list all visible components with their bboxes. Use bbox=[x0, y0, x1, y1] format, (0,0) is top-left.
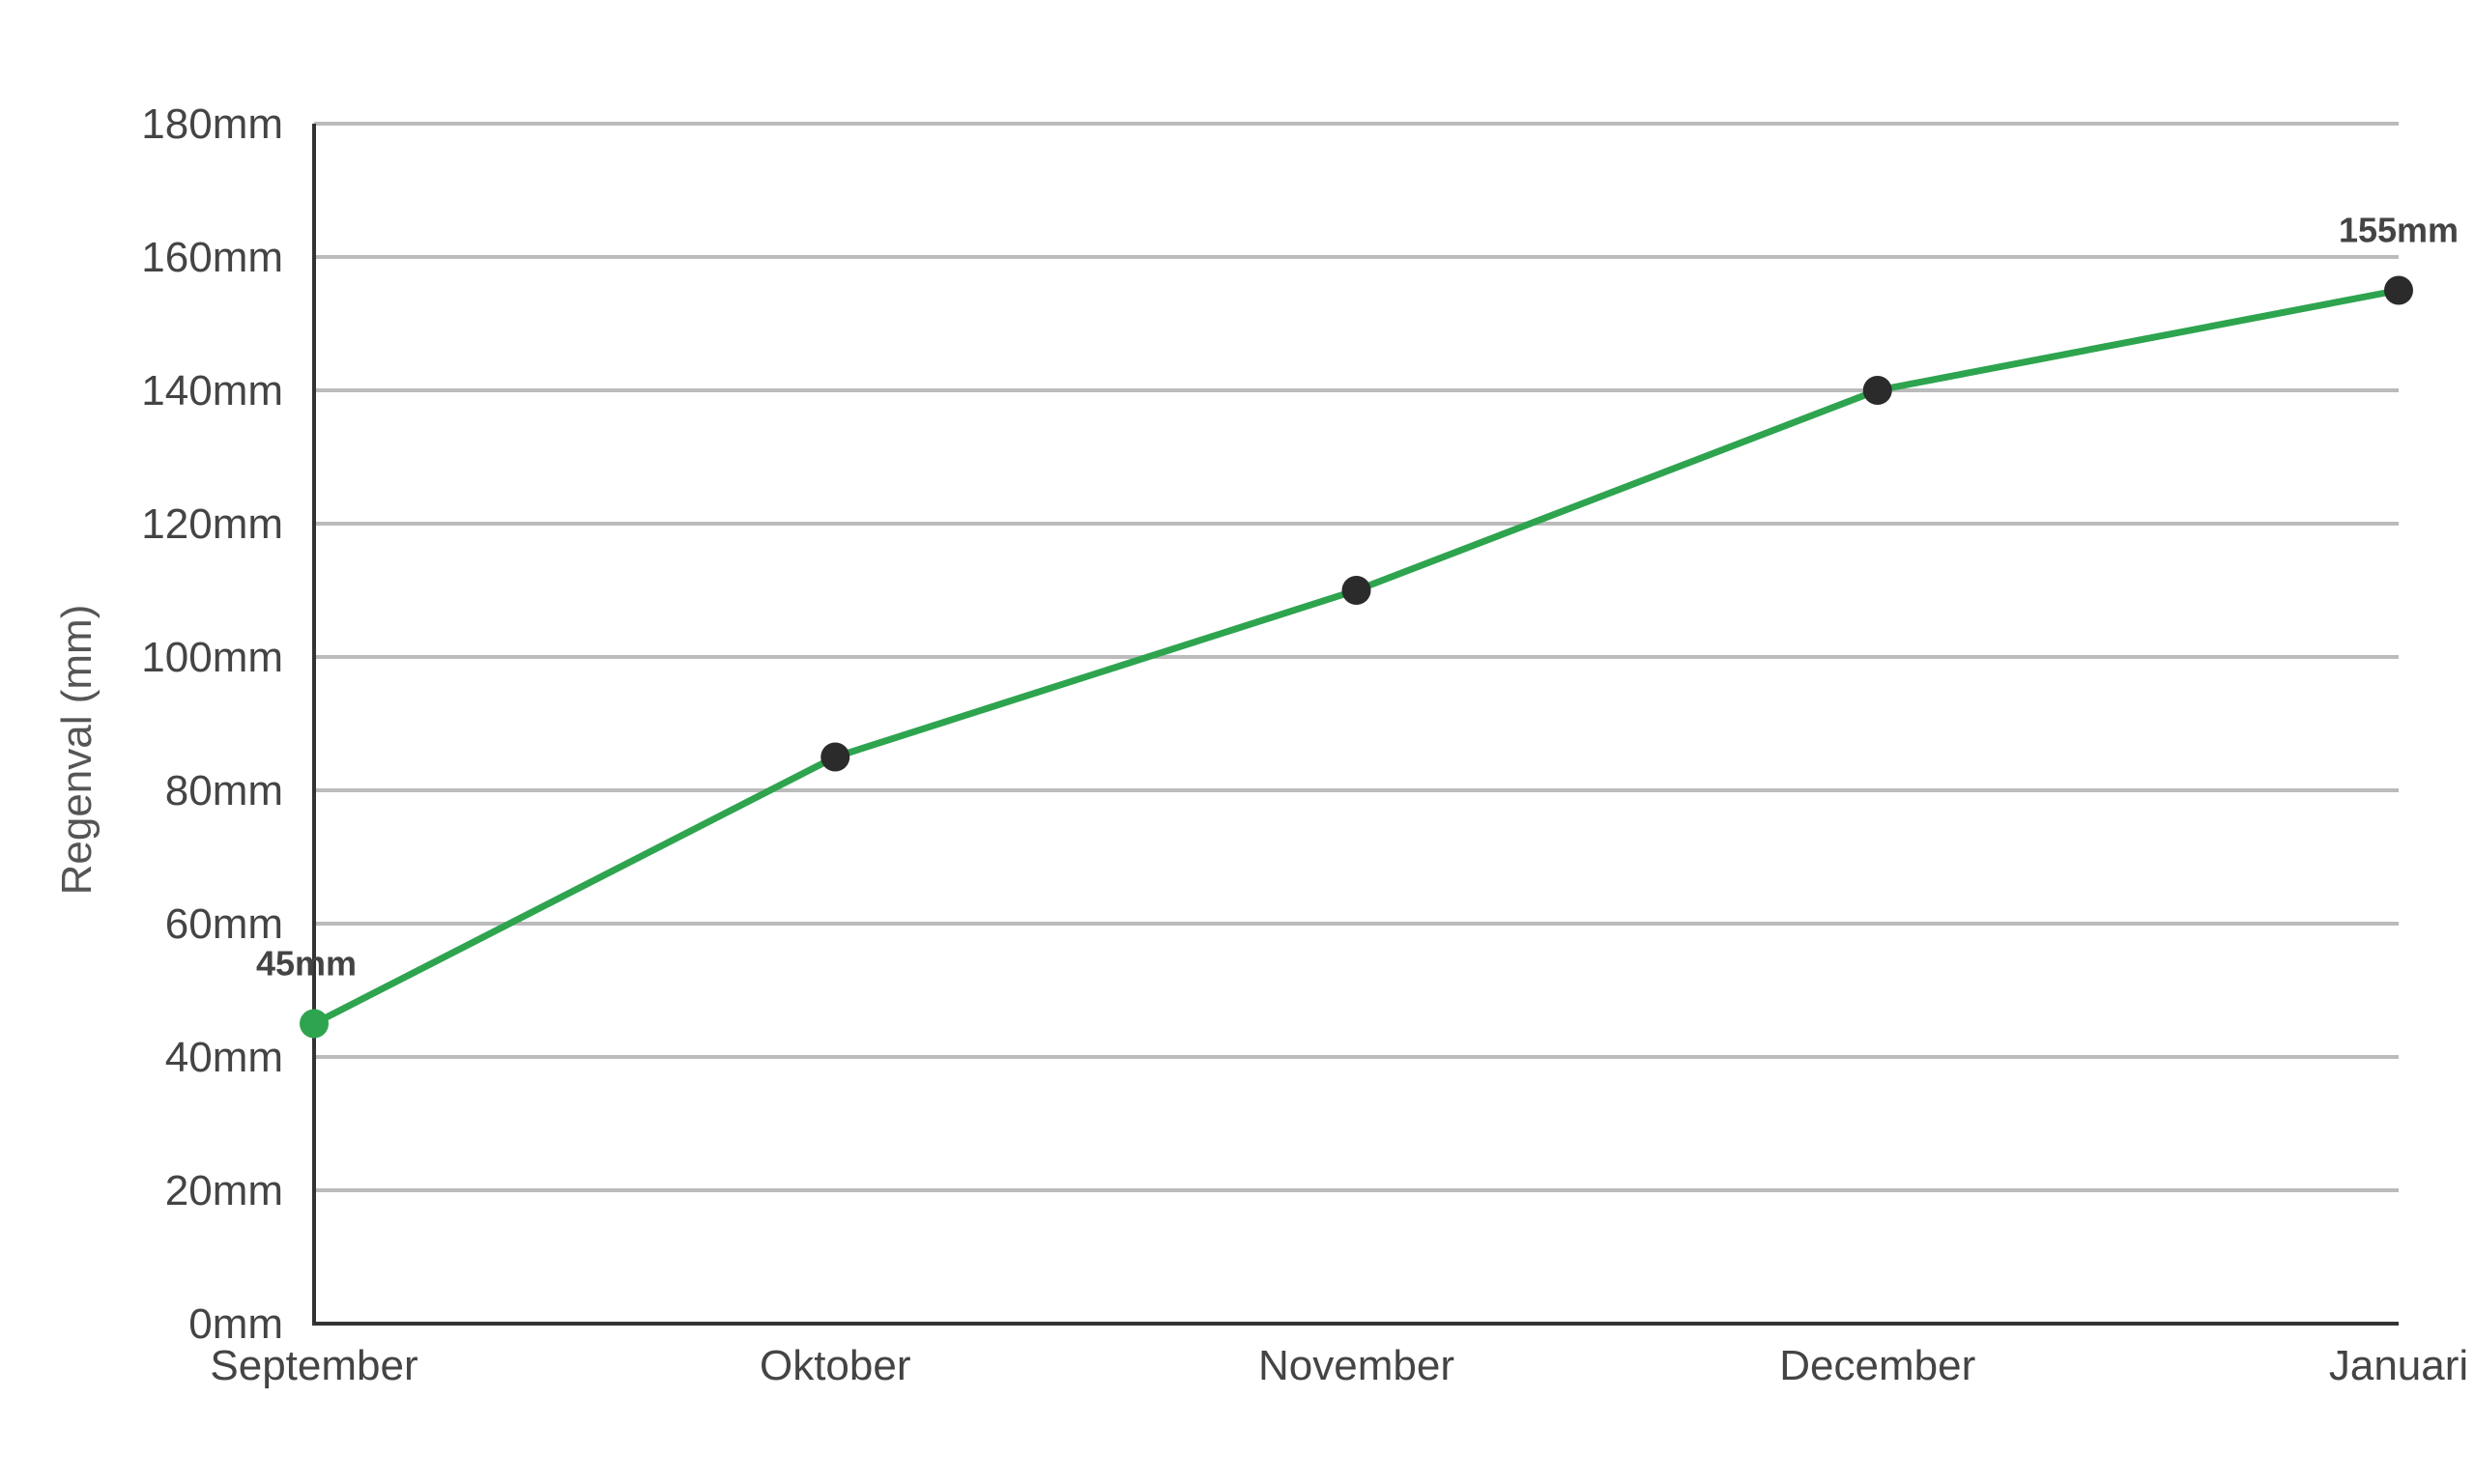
y-tick-label: 0mm bbox=[188, 1300, 283, 1348]
y-tick-label: 60mm bbox=[165, 900, 283, 948]
y-tick-label: 80mm bbox=[165, 767, 283, 814]
data-label: 155mm bbox=[2339, 211, 2459, 250]
x-tick-label: Oktober bbox=[760, 1342, 911, 1389]
x-tick-label: November bbox=[1258, 1342, 1454, 1389]
axes bbox=[312, 124, 2399, 1326]
data-points bbox=[300, 275, 2413, 1039]
y-axis-ticks: 0mm 20mm 40mm 60mm 80mm 100mm 120mm 140mm 160mm 1… bbox=[141, 100, 283, 1348]
data-point[interactable] bbox=[1862, 376, 1892, 405]
data-point[interactable] bbox=[2384, 275, 2413, 305]
y-tick-label: 180mm bbox=[141, 100, 283, 148]
y-tick-label: 160mm bbox=[141, 234, 283, 281]
y-tick-label: 20mm bbox=[165, 1167, 283, 1214]
y-tick-label: 120mm bbox=[141, 500, 283, 548]
data-point[interactable] bbox=[300, 1009, 329, 1039]
y-tick-label: 100mm bbox=[141, 634, 283, 681]
x-tick-label: December bbox=[1779, 1342, 1975, 1389]
y-tick-label: 40mm bbox=[165, 1034, 283, 1081]
data-labels: 45mm 155mm bbox=[256, 211, 2459, 984]
y-tick-label: 140mm bbox=[141, 367, 283, 414]
data-point[interactable] bbox=[820, 742, 850, 772]
x-tick-label: Januari bbox=[2329, 1342, 2468, 1389]
x-axis-ticks: September Oktober November December Januari bbox=[210, 1342, 2468, 1389]
y-axis-title: Regenval (mm) bbox=[53, 605, 101, 896]
data-label: 45mm bbox=[256, 944, 357, 984]
data-point[interactable] bbox=[1341, 576, 1371, 605]
grid-lines bbox=[314, 122, 2399, 1192]
x-tick-label: September bbox=[210, 1342, 417, 1389]
